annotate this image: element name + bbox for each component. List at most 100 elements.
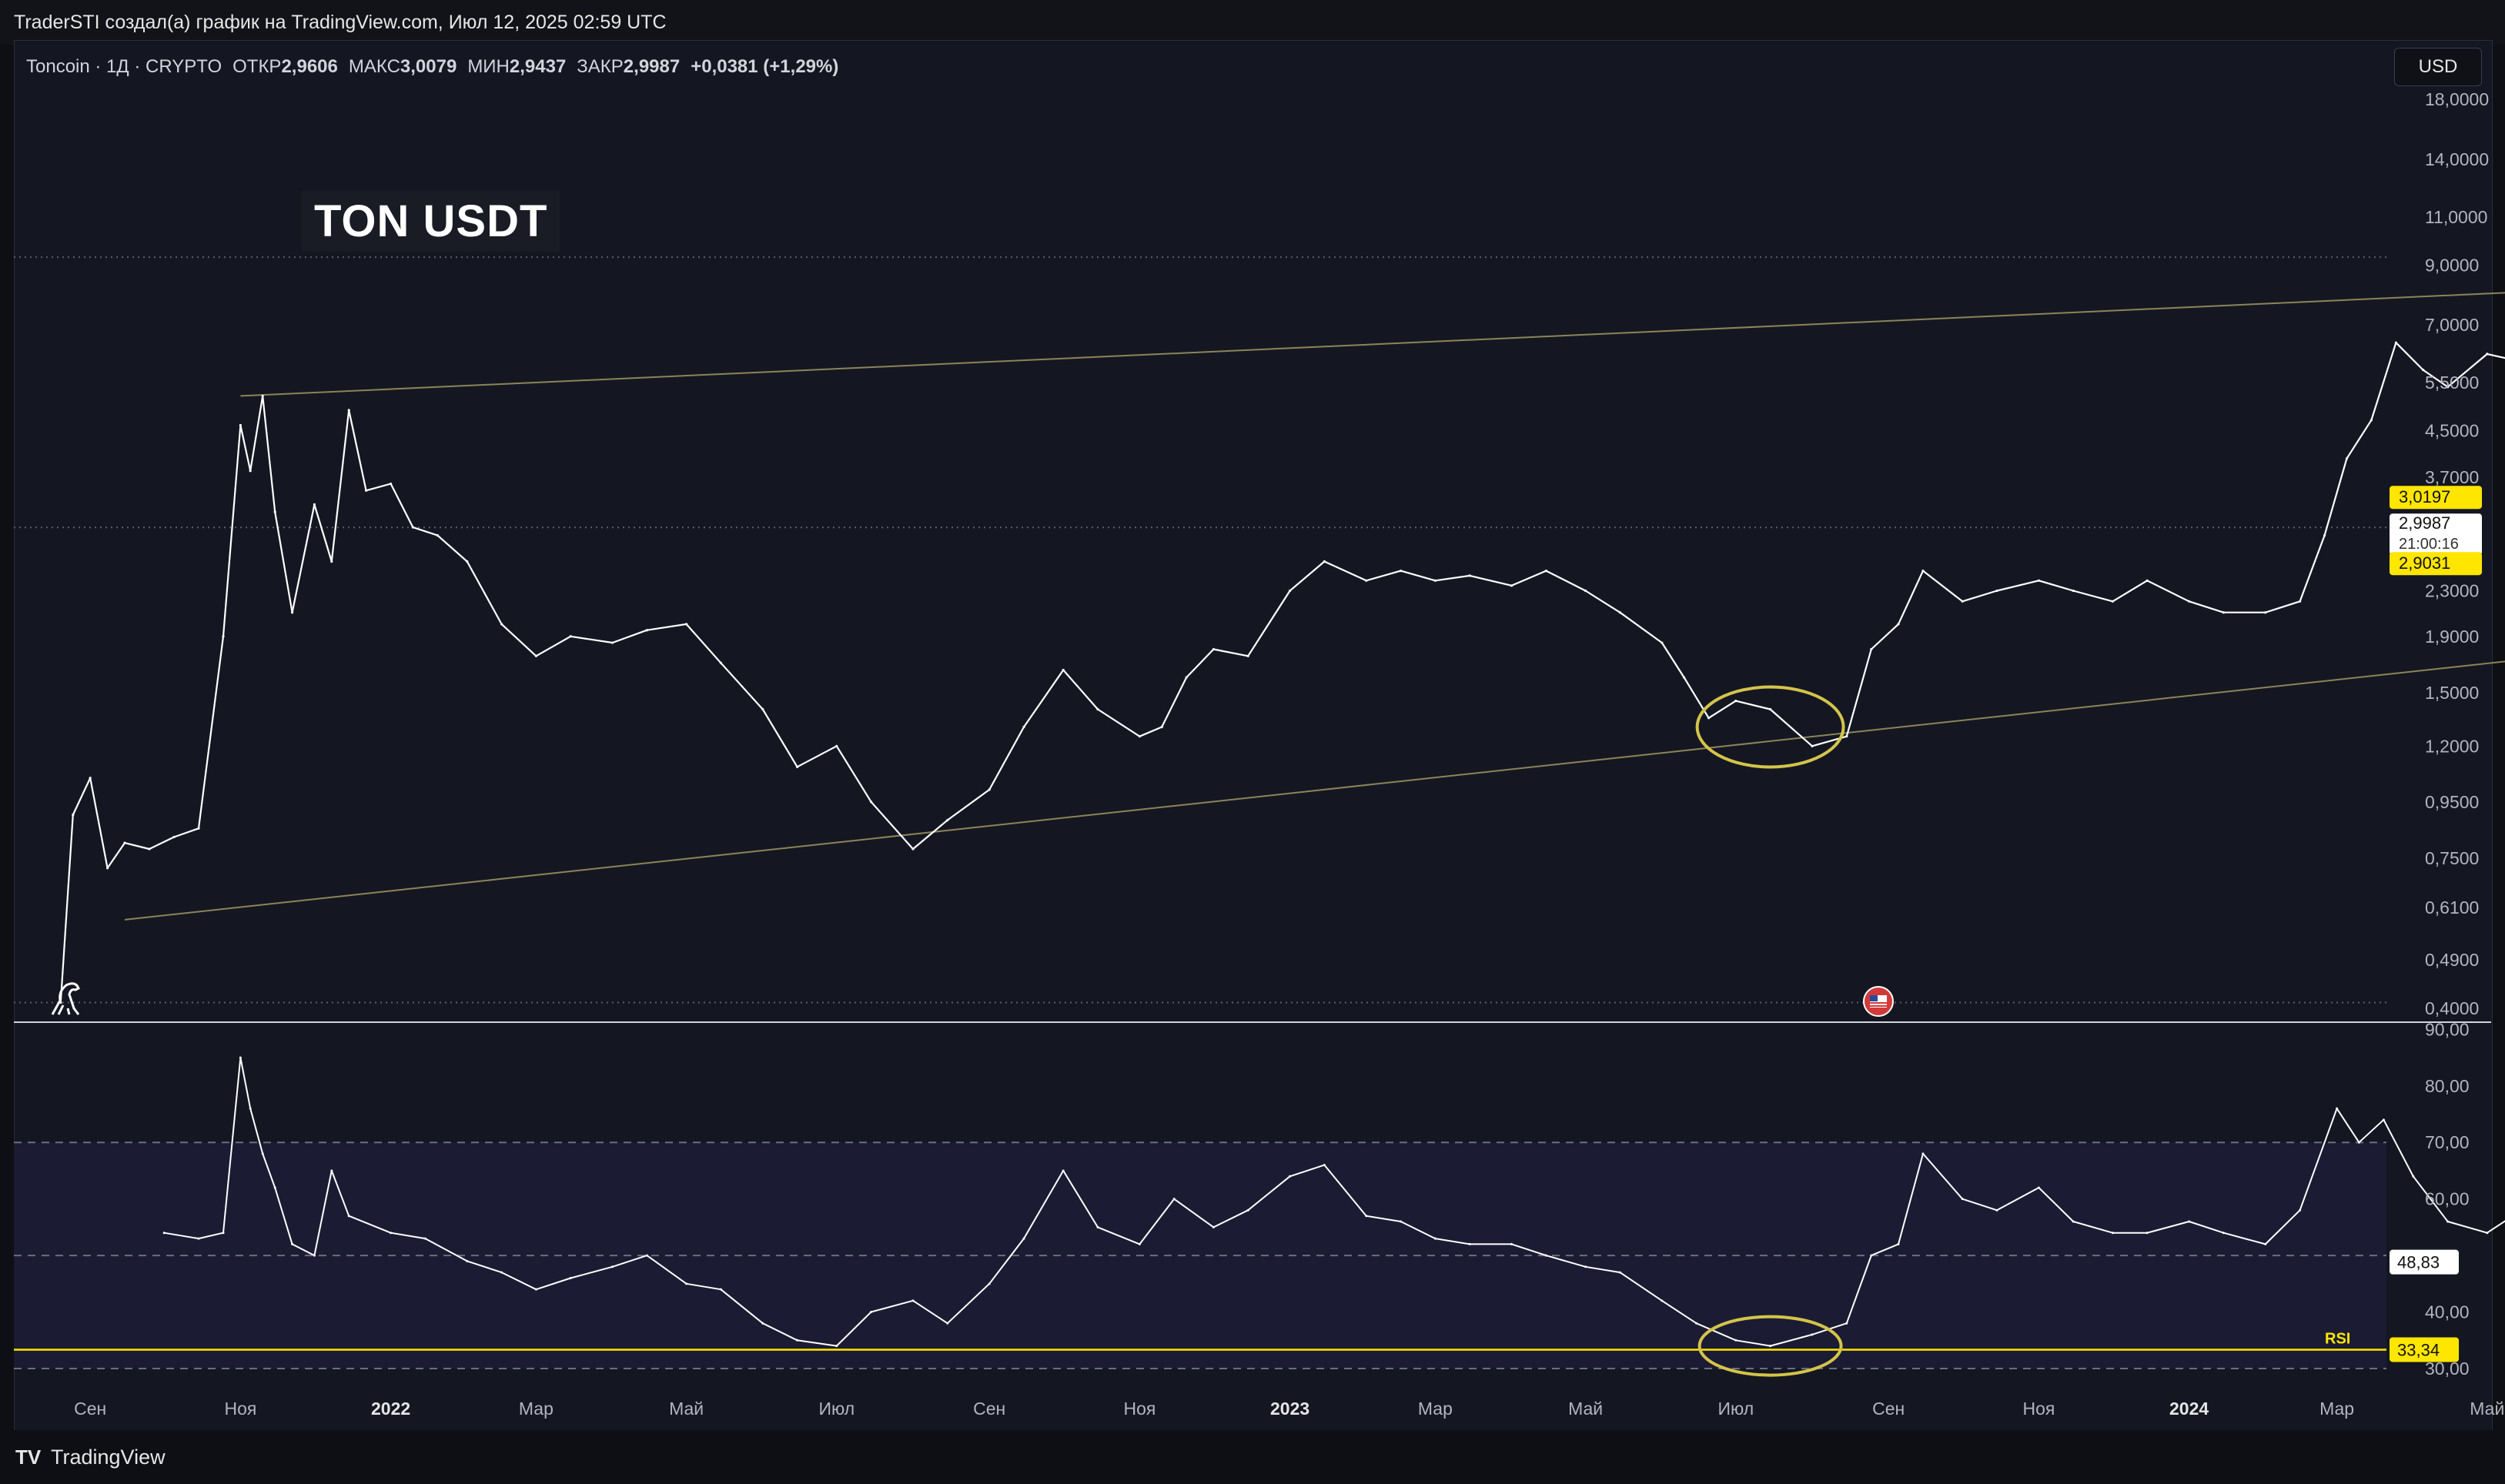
price-point — [761, 707, 764, 711]
rsi-point — [1544, 1254, 1547, 1257]
legend: Toncoin · 1Д · CRYPTO ОТКР2,9606 МАКС3,007… — [26, 56, 838, 77]
price-point — [1870, 647, 1873, 651]
rsi-point — [1510, 1242, 1513, 1245]
rsi-point — [423, 1237, 426, 1240]
footer-brand[interactable]: TradingView — [51, 1446, 166, 1469]
price-point — [72, 813, 75, 817]
price-point — [2446, 386, 2450, 389]
price-tick-label: 1,9000 — [2425, 627, 2479, 647]
drawing-title[interactable]: TON USDT — [302, 191, 560, 252]
price-point — [1289, 589, 1292, 593]
price-point — [1468, 574, 1471, 577]
rsi-label: RSI — [2325, 1330, 2350, 1347]
price-point — [2222, 611, 2225, 614]
rsi-highlight-ellipse[interactable] — [1697, 1315, 1843, 1377]
rsi-tick-label: 80,00 — [2425, 1076, 2470, 1096]
trendline[interactable] — [240, 200, 2505, 397]
price-point — [261, 394, 264, 398]
rsi-point — [835, 1345, 838, 1348]
time-tick-label: Июл — [1717, 1399, 1754, 1419]
chart-canvas[interactable]: RSI 18,0000 14,0000 11,0000 9,0000 7,0000 5,5… — [0, 0, 2505, 1430]
time-tick-label: 2022 — [371, 1399, 410, 1419]
price-tick-label: 18,0000 — [2425, 89, 2489, 109]
time-tick-label: Ноя — [1123, 1399, 1156, 1419]
price-point — [835, 744, 838, 747]
price-point — [1661, 641, 1664, 644]
price-point — [1995, 589, 1998, 593]
price-label-pill: 2,9031 — [2390, 552, 2482, 576]
legend-open: 2,9606 — [281, 56, 337, 77]
price-point — [2188, 600, 2191, 603]
rsi-point — [946, 1322, 949, 1325]
price-point — [222, 635, 225, 638]
rsi-point — [911, 1299, 915, 1302]
currency-button[interactable]: USD — [2394, 48, 2482, 86]
price-point — [1138, 735, 1141, 738]
legend-high: 3,0079 — [400, 56, 457, 77]
price-point — [1961, 600, 1964, 603]
price-tick-label: 1,5000 — [2425, 683, 2479, 703]
rsi-point — [239, 1056, 242, 1059]
rsi-point — [1433, 1237, 1436, 1240]
price-point — [2111, 600, 2114, 603]
price-tick-label: 2,3000 — [2425, 581, 2479, 601]
price-point — [2394, 341, 2397, 344]
price-point — [172, 835, 176, 839]
rsi-point — [1138, 1242, 1141, 1245]
footer: TV TradingView — [0, 1430, 2505, 1484]
rsi-point — [1400, 1220, 1403, 1223]
price-line — [59, 342, 2505, 1003]
tradingview-logo[interactable]: TV — [15, 1446, 42, 1469]
price-point — [89, 777, 92, 780]
rsi-point — [1096, 1225, 1099, 1228]
rsi-point — [197, 1237, 200, 1240]
rsi-point — [1921, 1152, 1925, 1155]
price-point — [2345, 457, 2348, 460]
price-point — [1845, 735, 1848, 738]
dino-icon[interactable] — [51, 982, 80, 1015]
us-flag-icon[interactable] — [1863, 986, 1894, 1017]
price-point — [719, 661, 723, 664]
legend-symbol: Toncoin · 1Д · CRYPTO — [26, 56, 222, 77]
price-point — [365, 489, 368, 492]
rsi-point — [796, 1339, 799, 1342]
price-point — [870, 800, 873, 804]
price-point — [645, 629, 649, 632]
price-tick-label: 0,4000 — [2425, 998, 2479, 1018]
price-point — [1433, 579, 1436, 582]
rsi-point — [1618, 1271, 1621, 1274]
rsi-point — [261, 1152, 264, 1155]
time-tick-label: Май — [669, 1399, 704, 1419]
price-label-text: 2,9987 — [2399, 513, 2450, 533]
price-tick-label: 0,7500 — [2425, 848, 2479, 868]
rsi-point — [249, 1107, 252, 1110]
price-point — [347, 409, 350, 412]
rsi-point — [2222, 1232, 2225, 1235]
price-point — [239, 423, 242, 427]
price-point — [1400, 570, 1403, 573]
rsi-point — [2446, 1220, 2450, 1223]
price-point — [2145, 579, 2149, 582]
time-tick-label: Ноя — [224, 1399, 256, 1419]
price-point — [611, 641, 614, 644]
legend-high-label: МАКС — [349, 56, 400, 77]
rsi-point — [2336, 1107, 2339, 1110]
trendlines — [124, 200, 2505, 921]
legend-low-label: МИН — [467, 56, 510, 77]
time-tick-label: Июл — [818, 1399, 855, 1419]
trendline[interactable] — [124, 441, 2505, 921]
price-tick-label: 9,0000 — [2425, 255, 2479, 275]
time-tick-label: Май — [2470, 1399, 2504, 1419]
price-point — [1365, 579, 1368, 582]
rsi-point — [534, 1288, 537, 1291]
price-tick-label: 14,0000 — [2425, 149, 2489, 169]
price-point — [1618, 611, 1621, 614]
price-point — [1707, 717, 1711, 720]
rsi-value-pill: 48,83 — [2390, 1249, 2459, 1275]
attribution-bar: TraderSTI создал(а) график на TradingVie… — [0, 0, 2505, 45]
price-point — [273, 510, 276, 513]
price-point — [466, 560, 469, 563]
rsi-point — [2486, 1232, 2489, 1235]
price-highlight-ellipse[interactable] — [1695, 685, 1845, 769]
time-tick-label: Ноя — [2022, 1399, 2055, 1419]
